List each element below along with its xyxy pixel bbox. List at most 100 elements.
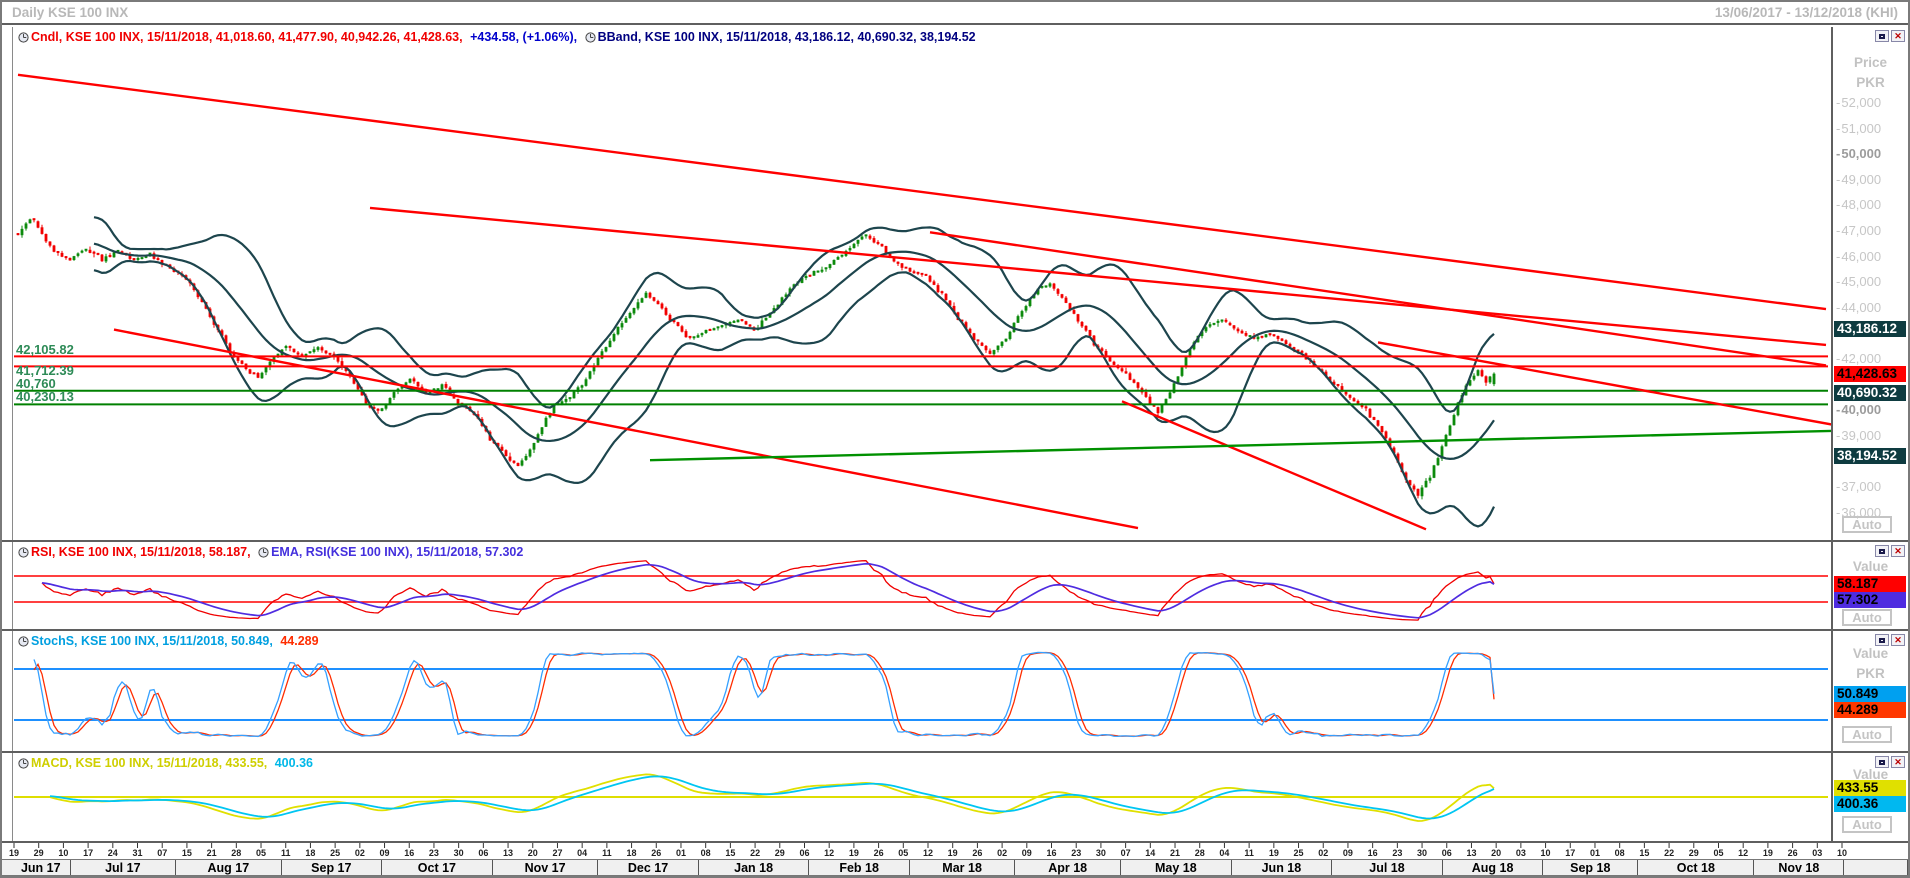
candle-body — [872, 238, 876, 243]
close-icon[interactable] — [1891, 545, 1905, 557]
clock-icon[interactable] — [18, 547, 29, 561]
macd-auto-scale-button[interactable]: Auto — [1842, 816, 1892, 833]
candle-body — [1000, 341, 1004, 346]
candle-body — [112, 252, 116, 258]
price-tick-label: 48,000 — [1836, 197, 1881, 212]
candle-body — [1268, 333, 1272, 336]
day-tick-label: 19 — [947, 848, 958, 858]
clock-icon[interactable] — [18, 758, 29, 772]
candle-body — [388, 398, 392, 404]
stoch-legend-text: StochS, KSE 100 INX, 15/11/2018, 50.849, — [31, 634, 273, 648]
candle-body — [1108, 356, 1112, 362]
day-tick-label: 18 — [305, 848, 316, 858]
day-tick-label: 16 — [404, 848, 415, 858]
stoch-chart-canvas[interactable] — [12, 631, 1831, 749]
candle-body — [80, 250, 84, 253]
candle-body — [1020, 311, 1024, 317]
rsi-chart-canvas[interactable] — [12, 542, 1831, 627]
clock-icon[interactable] — [584, 32, 596, 46]
close-icon[interactable] — [1891, 756, 1905, 768]
candle-body — [532, 443, 536, 450]
candle-body — [528, 449, 532, 457]
day-tick-label: 16 — [1367, 848, 1378, 858]
red-trendline[interactable] — [113, 328, 1139, 530]
candle-body — [120, 251, 124, 254]
price-axis-column[interactable]: Price PKR Auto 52,00051,00050,00049,0004… — [1831, 27, 1908, 540]
close-icon[interactable] — [1891, 634, 1905, 646]
time-axis[interactable]: 19 29 10 17 24 31 07 15 21 28 05 11 18 25 02 09 16 23 30 06… — [2, 843, 1908, 876]
month-label: May 18 — [1121, 860, 1232, 875]
day-tick-label: 29 — [774, 848, 785, 858]
clock-icon[interactable] — [258, 547, 269, 561]
green-trendline[interactable] — [649, 429, 1831, 462]
stoch-auto-scale-button[interactable]: Auto — [1842, 726, 1892, 743]
red-trendline[interactable] — [1377, 341, 1831, 426]
candle-body — [392, 392, 396, 398]
price-tick-label: 51,000 — [1836, 121, 1881, 136]
price-value-box: 40,690.32 — [1834, 384, 1906, 401]
candle-body — [1256, 336, 1260, 340]
day-tick-label: 13 — [1466, 848, 1477, 858]
price-level-label: 41,712.39 — [16, 363, 74, 379]
month-label: Dec 17 — [598, 860, 699, 875]
day-tick-label: 23 — [1392, 848, 1403, 858]
candle-body — [256, 373, 260, 378]
minimize-icon[interactable] — [1875, 756, 1889, 768]
candle-body — [600, 351, 604, 359]
day-tick-label: 04 — [1219, 848, 1230, 858]
candle-body — [408, 378, 412, 383]
candle-body — [732, 320, 736, 323]
date-range-label: 13/06/2017 - 13/12/2018 (KHI) — [1714, 5, 1898, 20]
price-tick-label: 39,000 — [1836, 428, 1881, 443]
indicator-value-box: 433.55 — [1834, 780, 1906, 797]
close-icon[interactable] — [1891, 30, 1905, 42]
candle-body — [1104, 350, 1108, 357]
minimize-icon[interactable] — [1875, 634, 1889, 646]
candle-body — [860, 236, 864, 240]
candle-body — [1484, 376, 1488, 383]
candle-body — [1148, 396, 1152, 404]
day-tick-label: 10 — [1540, 848, 1551, 858]
day-tick-label: 21 — [206, 848, 217, 858]
clock-icon[interactable] — [18, 636, 29, 650]
candle-body — [1124, 371, 1128, 374]
clock-icon[interactable] — [18, 32, 29, 46]
candle-body — [96, 252, 100, 255]
candle-body — [1300, 350, 1304, 353]
candle-body — [1128, 373, 1132, 380]
candle-body — [664, 307, 668, 315]
candle-body — [384, 404, 388, 409]
candle-body — [1384, 431, 1388, 439]
day-tick-label: 12 — [922, 848, 934, 858]
plot-left-edge — [12, 631, 13, 751]
red-trendline[interactable] — [369, 206, 1827, 347]
candle-body — [72, 256, 76, 260]
rsi-auto-scale-button[interactable]: Auto — [1842, 609, 1892, 626]
stoch-legend: StochS, KSE 100 INX, 15/11/2018, 50.849,… — [18, 634, 323, 650]
candle-body — [864, 234, 868, 237]
red-trendline[interactable] — [1121, 400, 1427, 531]
candle-body — [1184, 357, 1188, 368]
month-label: Jun 17 — [12, 860, 71, 875]
day-tick-label: 09 — [1342, 848, 1353, 858]
price-tick-label: 37,000 — [1836, 479, 1881, 494]
macd-chart-canvas[interactable] — [12, 753, 1831, 839]
title-bar: Daily KSE 100 INX 13/06/2017 - 13/12/201… — [2, 2, 1908, 25]
candle-body — [1292, 347, 1296, 351]
candle-body — [1224, 319, 1228, 322]
day-tick-label: 11 — [1244, 848, 1254, 858]
minimize-icon[interactable] — [1875, 545, 1889, 557]
minimize-icon[interactable] — [1875, 30, 1889, 42]
candle-body — [776, 304, 780, 309]
day-tick-label: 19 — [1762, 848, 1773, 858]
red-trendline[interactable] — [929, 231, 1827, 367]
month-label: Aug 18 — [1443, 860, 1544, 875]
main-chart-canvas[interactable] — [12, 27, 1831, 539]
candle-body — [788, 288, 792, 294]
red-trendline[interactable] — [17, 73, 1827, 311]
price-axis-header: Price PKR — [1833, 53, 1908, 93]
candle-body — [948, 300, 952, 306]
